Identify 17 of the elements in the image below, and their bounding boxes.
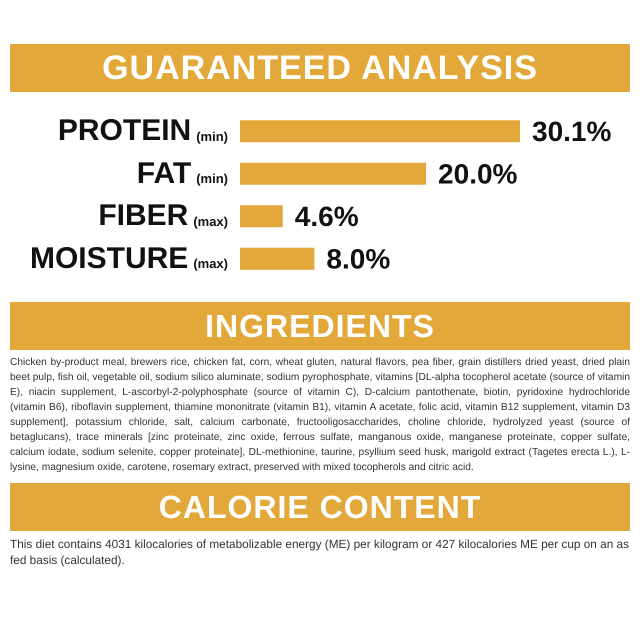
text: Chicken by-product meal, brewers rice, chicken fat, corn, wheat gluten, natural flavors, pea fiber, grain distillers dried yeast, dried plain beet pulp, fish oil, vegetable oil, sodium silico aluminate, sodium pyrophosphate, vitamins [DL-alpha tocopherol acetate (source of vitamin E), niacin supplement, L-ascorbyl-2-polyphosphate (source of vitamin C), D-calcium pantothenate, biotin, pyridoxine hydrochloride (vitamin B6), riboflavin supplement, thiamine mononitrate (vitamin B1), vitamin A acetate, folic acid, vitamin B12 supplement, vitamin D3 supplement], potassium chloride, salt, calcium carbonate, fructooligosaccharides, choline chloride, hydrolyzed yeast (source of betaglucans), trace minerals [zinc proteinate, zinc oxide, ferrous sulfate, manganous oxide, manganese proteinate, copper sulfate, calcium iodate, sodium selenite, copper proteinate], DL-methionine, taurine, psyllium seed husk, marigold extract (Tagetes erecta L.), L-lysine, magnesium oxide, carotene, rosemary extract, preserved with mixed tocopherols and citric acid. <box>10 356 630 475</box>
text: CALORIE CONTENT <box>10 483 630 531</box>
text: INGREDIENTS <box>10 302 630 350</box>
bar <box>240 120 520 142</box>
bar <box>240 248 314 270</box>
chart-title: GUARANTEED ANALYSIS <box>10 44 630 92</box>
data-label: 4.6% <box>294 200 359 232</box>
data-label: 20.0% <box>438 158 518 190</box>
y-tick-label: FAT (min) <box>136 156 228 191</box>
data-label: 8.0% <box>326 243 390 274</box>
y-tick-label: FIBER (max) <box>98 199 228 234</box>
y-tick-label: MOISTURE (max) <box>30 242 228 276</box>
bar <box>240 205 283 228</box>
bar <box>240 162 426 185</box>
y-tick-label: PROTEIN (min) <box>58 114 228 148</box>
text: This diet contains 4031 kilocalories of metabolizable energy (ME) per kilogram or 427 kilocalories ME per cup on an as fed basis (calculated). <box>10 536 630 568</box>
data-label: 30.1% <box>532 116 612 147</box>
